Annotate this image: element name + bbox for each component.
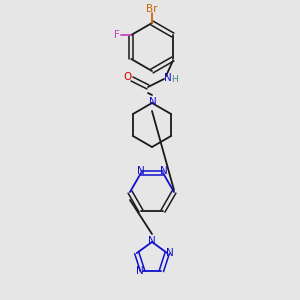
Text: H: H [171,76,177,85]
Text: N: N [149,97,157,107]
Text: N: N [166,248,174,258]
Text: N: N [148,236,156,246]
Text: F: F [114,30,120,40]
Text: N: N [160,166,168,176]
Text: N: N [137,166,145,176]
Text: N: N [164,73,172,83]
Text: N: N [136,266,143,276]
Text: Br: Br [146,4,158,14]
Text: O: O [123,72,131,82]
